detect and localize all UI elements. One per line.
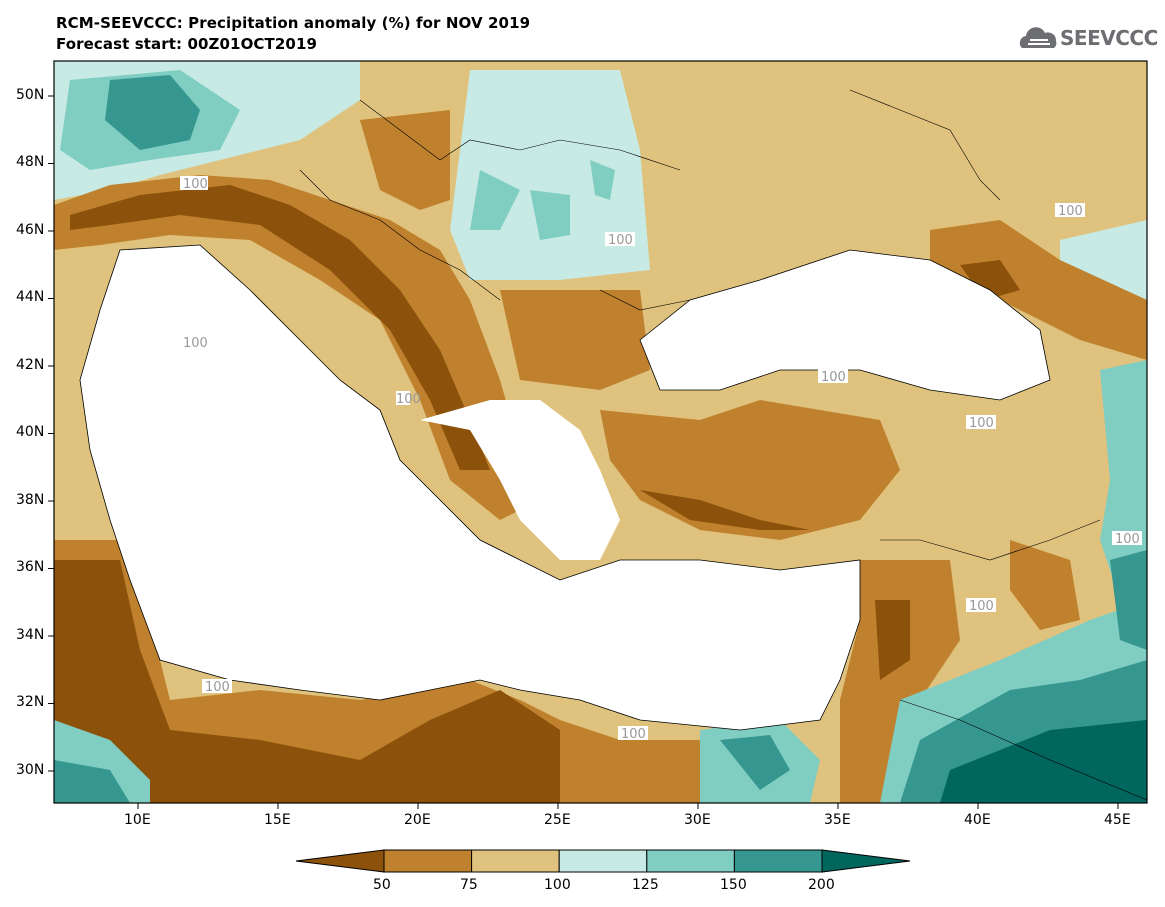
colorbar-segment — [646, 849, 735, 873]
colorbar-label: 100 — [544, 877, 571, 893]
lat-tick-label: 30N — [16, 762, 45, 778]
lon-tick-label: 10E — [124, 812, 151, 828]
lat-tick-label: 32N — [16, 694, 45, 710]
lat-tick-label: 44N — [16, 289, 45, 305]
anomaly-field — [54, 61, 1147, 803]
lat-tick-label: 38N — [16, 492, 45, 508]
colorbar-segment — [383, 849, 473, 873]
colorbar-segment — [295, 849, 385, 873]
colorbar-label: 150 — [720, 877, 747, 893]
lat-tick-label: 50N — [16, 87, 45, 103]
lon-tick-label: 20E — [404, 812, 431, 828]
lat-tick-label: 40N — [16, 424, 45, 440]
cloud-icon — [1019, 27, 1057, 48]
lon-tick-label: 45E — [1104, 812, 1131, 828]
logo-text: SEEVCCC — [1060, 26, 1158, 50]
map-title: RCM-SEEVCCC: Precipitation anomaly (%) f… — [56, 14, 531, 32]
lat-tick-label: 42N — [16, 357, 45, 373]
colorbar-label: 50 — [373, 877, 391, 893]
lon-tick-label: 35E — [824, 812, 851, 828]
colorbar-label: 200 — [808, 877, 835, 893]
colorbar-label: 125 — [632, 877, 659, 893]
lat-tick-label: 46N — [16, 222, 45, 238]
lon-tick-label: 15E — [264, 812, 291, 828]
colorbar-segment — [471, 849, 560, 873]
lon-tick-label: 40E — [964, 812, 991, 828]
lat-tick-label: 34N — [16, 627, 45, 643]
colorbar-segment — [558, 849, 648, 873]
lon-tick-label: 25E — [544, 812, 571, 828]
colorbar-segment — [821, 849, 911, 873]
lat-tick-label: 48N — [16, 154, 45, 170]
colorbar-segment — [733, 849, 823, 873]
colorbar-label: 75 — [460, 877, 478, 893]
lat-tick-label: 36N — [16, 559, 45, 575]
lon-tick-label: 30E — [684, 812, 711, 828]
forecast-start-label: Forecast start: 00Z01OCT2019 — [56, 35, 318, 53]
